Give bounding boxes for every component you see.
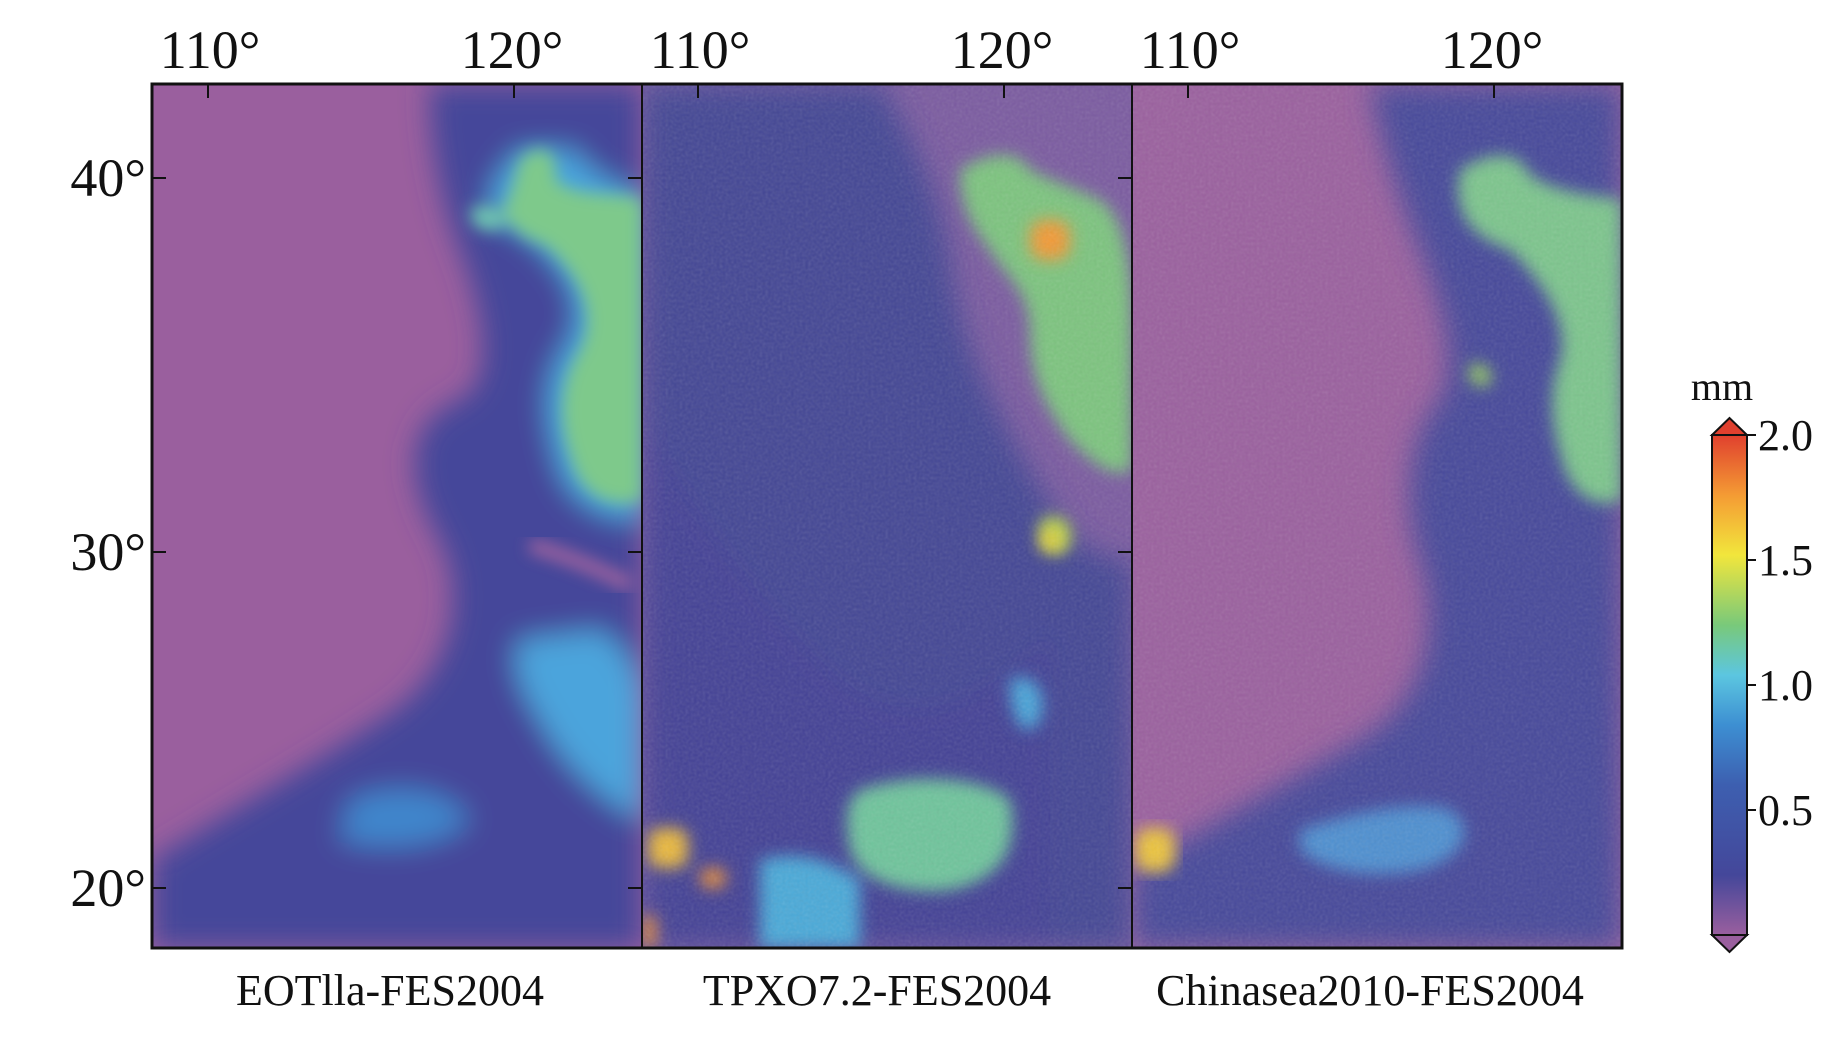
lat-label-40: 40° <box>70 148 146 208</box>
colorbar-unit: mm <box>1691 364 1753 409</box>
colorbar-tick-label: 1.5 <box>1758 536 1813 585</box>
tick-marks <box>152 84 1495 889</box>
colorbar-extend-min <box>1709 934 1750 954</box>
lon-label-120: 120° <box>461 20 564 80</box>
colorbar-tick-label: 0.5 <box>1758 786 1813 835</box>
lon-label-110: 110° <box>160 20 261 80</box>
lon-label-120: 120° <box>1441 20 1544 80</box>
colorbar-ramp <box>1711 434 1748 936</box>
lon-label-110: 110° <box>650 20 751 80</box>
lat-label-20: 20° <box>70 858 146 918</box>
colorbar-tick-label: 1.0 <box>1758 661 1813 710</box>
colorbar-extend-max <box>1709 416 1750 436</box>
lon-label-120: 120° <box>951 20 1054 80</box>
lon-label-110: 110° <box>1140 20 1241 80</box>
lat-label-30: 30° <box>70 522 146 582</box>
caption-chinasea2010: Chinasea2010-FES2004 <box>1156 966 1584 1015</box>
caption-tpxo72: TPXO7.2-FES2004 <box>703 966 1051 1015</box>
map-panel-chinasea2010 <box>1132 84 1622 948</box>
map-panel-tpxo72 <box>642 84 1132 948</box>
panel-captions: EOTlla-FES2004 TPXO7.2-FES2004 Chinasea2… <box>236 966 1584 1015</box>
longitude-labels: 110° 120° 110° 120° 110° 120° <box>160 20 1544 80</box>
map-frame <box>150 82 1624 950</box>
latitude-labels: 40° 30° 20° <box>70 148 146 918</box>
map-panel-eot11a <box>152 84 642 948</box>
caption-eot11a: EOTlla-FES2004 <box>236 966 544 1015</box>
colorbar-tick-label: 2.0 <box>1758 411 1813 460</box>
colorbar: mm 2.0 1.5 1.0 0.5 <box>1691 364 1813 954</box>
